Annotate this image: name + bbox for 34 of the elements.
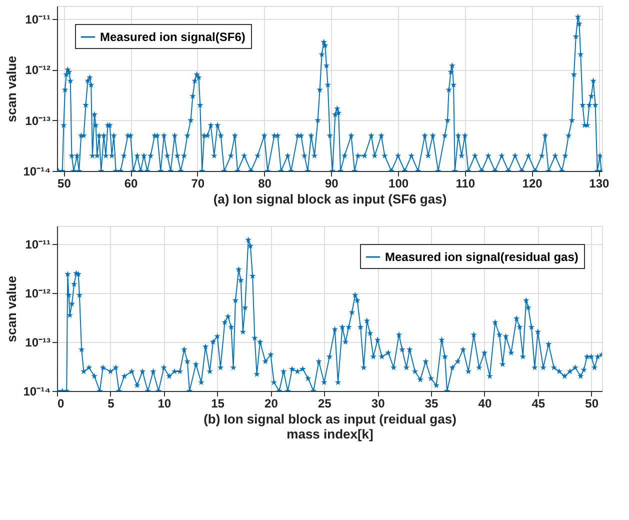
y-tick-label: 10⁻¹³ [25, 335, 50, 350]
legend-label: Measured ion signal(residual gas) [385, 250, 578, 264]
y-tick-label: 10⁻¹² [25, 63, 50, 78]
x-tick-label: 20 [264, 396, 278, 410]
legend-label: Measured ion signal(SF6) [100, 30, 246, 44]
x-tick-label: 30 [371, 396, 386, 410]
y-axis-title: scan value [4, 276, 20, 342]
y-tick-label: 10⁻¹⁴ [23, 384, 51, 398]
y-tick-label: 10⁻¹¹ [25, 237, 50, 252]
x-tick-label: 80 [258, 176, 272, 190]
y-axis-title: scan value [4, 56, 20, 122]
x-tick-label: 45 [532, 396, 546, 410]
x-tick-label: 50 [58, 176, 72, 190]
x-tick-label: 25 [318, 396, 332, 410]
x-tick-label: 120 [522, 176, 543, 190]
y-tick-label: 10⁻¹¹ [25, 12, 50, 26]
x-axis-title: (a) Ion signal block as input (SF6 gas) [213, 192, 447, 206]
x-tick-label: 40 [478, 396, 492, 410]
y-tick-label: 10⁻¹² [25, 286, 50, 300]
x-tick-label: 35 [424, 396, 439, 410]
y-tick-label: 10⁻¹⁴ [23, 164, 51, 178]
x-tick-label: 10 [158, 396, 172, 410]
x-tick-label: 5 [108, 396, 115, 410]
x-tick-label: 0 [58, 396, 64, 410]
x-tick-label: 50 [585, 396, 599, 410]
x-tick-label: 130 [589, 176, 610, 190]
x-tick-label: 110 [456, 176, 476, 190]
y-tick-label: 10⁻¹³ [25, 114, 50, 128]
x-axis-title: (b) Ion signal block as input (reidual gas) mass index[k] [204, 412, 456, 442]
x-tick-label: 60 [124, 176, 138, 190]
x-tick-label: 90 [324, 176, 339, 190]
x-tick-label: 70 [191, 176, 205, 190]
x-tick-label: 100 [388, 176, 409, 190]
x-tick-label: 15 [211, 396, 225, 410]
